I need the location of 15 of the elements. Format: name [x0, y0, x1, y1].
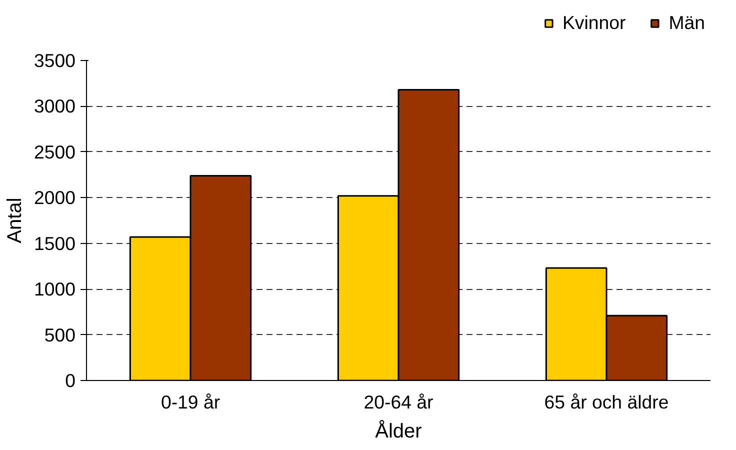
legend-label: Kvinnor	[562, 12, 626, 34]
x-tick-label: 65 år och äldre	[544, 392, 669, 412]
y-axis-title: Antal	[4, 198, 26, 244]
y-tick-label: 1000	[34, 278, 76, 300]
x-tick-label: 0-19 år	[160, 392, 220, 412]
y-tick-label: 3500	[34, 50, 76, 71]
legend-label: Män	[668, 12, 705, 34]
y-tick-label: 2000	[34, 187, 76, 208]
x-axis-title: Ålder	[375, 420, 422, 442]
y-tick-label: 500	[44, 324, 76, 346]
y-tick-label: 1500	[34, 232, 76, 254]
x-tick-label: 20-64 år	[364, 392, 434, 412]
y-tick-label: 2500	[34, 141, 76, 162]
y-tick-label: 0	[65, 370, 76, 391]
y-tick-label: 3000	[34, 96, 76, 117]
